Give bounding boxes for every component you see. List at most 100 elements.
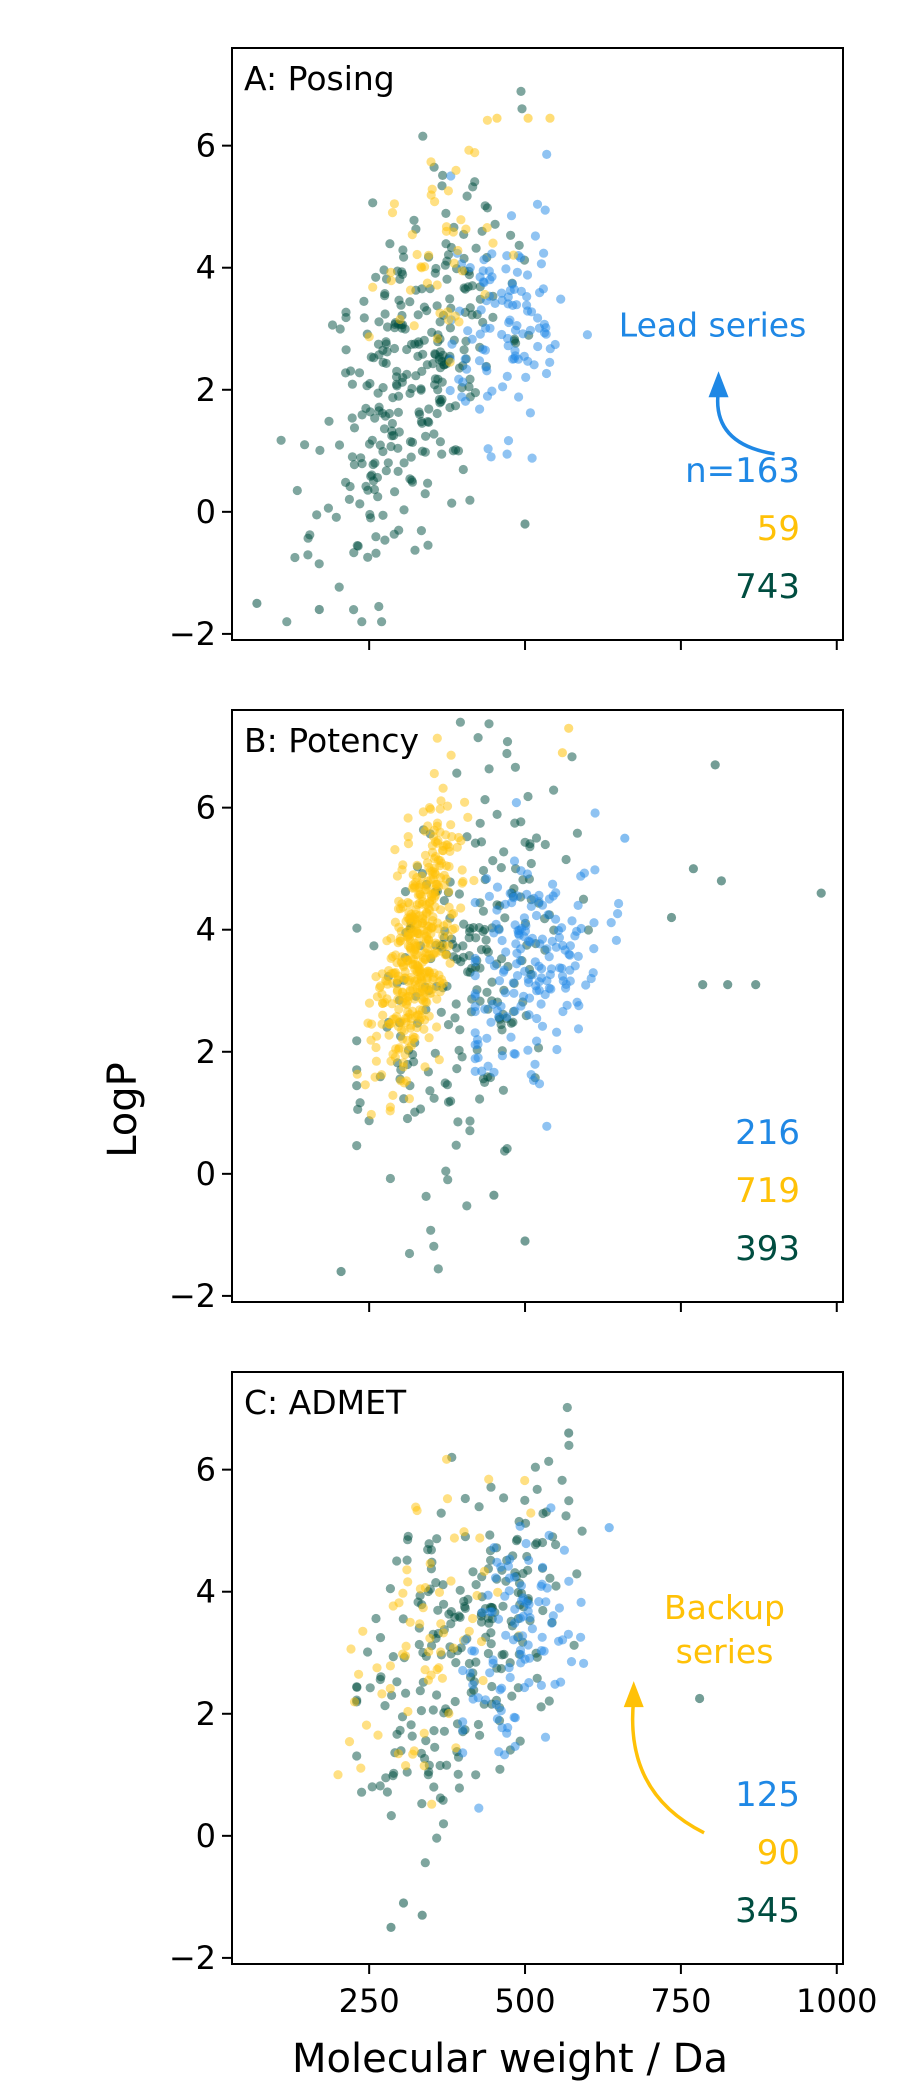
data-point-blue bbox=[503, 436, 514, 446]
data-point-green bbox=[484, 764, 494, 774]
data-point-green bbox=[464, 270, 474, 280]
data-point-yellow bbox=[419, 1761, 429, 1771]
data-point-yellow bbox=[433, 939, 443, 949]
data-point-green bbox=[453, 1769, 463, 1779]
data-point-green bbox=[423, 478, 433, 488]
data-point-green bbox=[359, 313, 369, 323]
data-point-green bbox=[378, 510, 388, 520]
data-point-green bbox=[454, 1783, 464, 1793]
data-point-blue bbox=[530, 231, 541, 241]
data-point-green bbox=[488, 856, 498, 866]
data-point-blue bbox=[511, 300, 522, 310]
data-point-blue bbox=[512, 321, 522, 331]
data-point-yellow bbox=[424, 1033, 434, 1043]
data-point-green bbox=[386, 1922, 396, 1932]
data-point-blue bbox=[532, 1036, 542, 1046]
data-point-blue bbox=[470, 1028, 480, 1038]
data-point-blue bbox=[480, 1695, 491, 1705]
data-point-blue bbox=[557, 971, 568, 981]
data-point-green bbox=[481, 935, 491, 945]
data-point-blue bbox=[468, 1680, 478, 1690]
data-point-green bbox=[458, 941, 468, 951]
data-point-green bbox=[471, 933, 481, 943]
data-point-green bbox=[305, 530, 315, 540]
data-point-yellow bbox=[404, 992, 414, 1002]
data-point-green bbox=[386, 441, 396, 452]
data-point-blue bbox=[544, 952, 554, 962]
data-point-yellow bbox=[385, 1683, 395, 1694]
data-point-green bbox=[365, 407, 375, 417]
data-point-green bbox=[341, 368, 351, 378]
data-point-yellow bbox=[436, 905, 446, 915]
data-point-green bbox=[569, 1640, 579, 1650]
data-point-yellow bbox=[451, 1743, 461, 1753]
data-point-yellow bbox=[377, 1689, 387, 1699]
data-point-yellow bbox=[469, 875, 479, 886]
data-point-blue bbox=[522, 869, 533, 879]
data-point-green bbox=[373, 492, 383, 502]
data-point-yellow bbox=[361, 1720, 372, 1730]
data-point-green bbox=[417, 1799, 427, 1809]
data-point-yellow bbox=[412, 1505, 422, 1516]
x-tick-label: 500 bbox=[494, 1982, 555, 2020]
data-point-blue bbox=[492, 1714, 502, 1724]
data-point-blue bbox=[589, 944, 599, 954]
data-point-green bbox=[382, 322, 393, 332]
data-point-yellow bbox=[397, 1034, 408, 1044]
data-point-green bbox=[292, 485, 302, 496]
data-point-blue bbox=[503, 299, 513, 309]
data-point-blue bbox=[517, 1595, 527, 1606]
data-point-yellow bbox=[448, 227, 458, 237]
data-point-yellow bbox=[393, 1749, 403, 1759]
data-point-blue bbox=[486, 1017, 496, 1027]
data-point-blue bbox=[503, 1561, 513, 1571]
data-point-yellow bbox=[364, 998, 375, 1008]
data-point-blue bbox=[537, 964, 547, 974]
data-point-yellow bbox=[450, 923, 460, 933]
data-point-green bbox=[413, 310, 423, 320]
data-point-blue bbox=[499, 1750, 510, 1760]
data-point-green bbox=[423, 1770, 433, 1780]
data-point-yellow bbox=[398, 1649, 408, 1659]
data-point-yellow bbox=[479, 1566, 489, 1576]
data-point-blue bbox=[566, 1657, 577, 1667]
data-point-green bbox=[446, 1607, 456, 1617]
data-point-green bbox=[345, 481, 355, 492]
panel-2: −2 0 2 4 6 B: Potency 216 719 393 bbox=[169, 709, 844, 1315]
data-point-blue bbox=[491, 919, 501, 929]
data-point-blue bbox=[510, 1049, 520, 1059]
data-point-yellow bbox=[418, 911, 428, 921]
data-point-blue bbox=[462, 364, 472, 374]
data-point-green bbox=[352, 1081, 362, 1091]
data-point-blue bbox=[488, 999, 498, 1010]
data-point-green bbox=[381, 339, 391, 349]
data-point-green bbox=[373, 339, 384, 349]
data-point-green bbox=[423, 1545, 433, 1555]
data-point-yellow bbox=[390, 917, 400, 927]
data-point-yellow bbox=[372, 1663, 382, 1673]
data-point-yellow bbox=[427, 184, 437, 194]
count-label: 125 bbox=[735, 1775, 800, 1815]
data-point-green bbox=[349, 605, 359, 615]
data-point-green bbox=[490, 219, 500, 229]
data-point-blue bbox=[502, 371, 512, 381]
data-point-blue bbox=[521, 372, 531, 382]
data-point-green bbox=[374, 601, 384, 612]
data-point-blue bbox=[480, 1004, 490, 1014]
data-point-green bbox=[499, 1649, 509, 1659]
data-point-green bbox=[385, 1173, 395, 1184]
data-point-green bbox=[499, 847, 509, 857]
data-point-blue bbox=[512, 971, 523, 981]
data-point-green bbox=[331, 512, 341, 522]
data-point-yellow bbox=[442, 1494, 453, 1504]
data-point-yellow bbox=[545, 113, 555, 123]
data-point-green bbox=[531, 833, 542, 843]
data-point-green bbox=[416, 526, 426, 536]
data-point-green bbox=[474, 923, 484, 933]
data-point-yellow bbox=[557, 748, 568, 758]
data-point-blue bbox=[498, 967, 509, 977]
data-point-green bbox=[415, 1104, 426, 1114]
data-point-green bbox=[366, 352, 376, 362]
count-label: 59 bbox=[757, 509, 800, 549]
